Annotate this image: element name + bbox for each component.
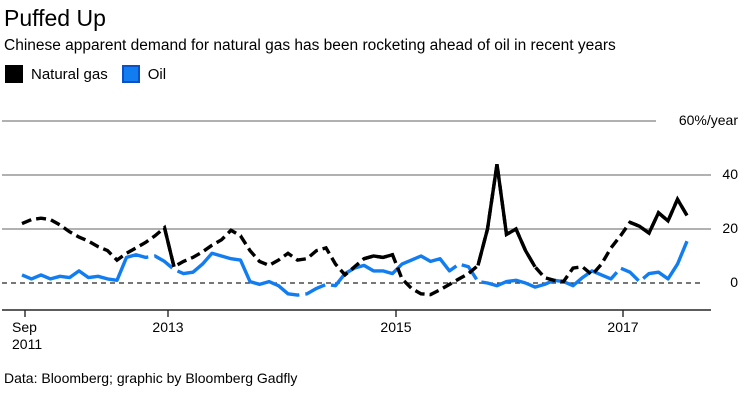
oil-swatch-icon — [121, 65, 140, 83]
x-axis-label: 2017 — [607, 319, 639, 335]
natural-gas-line — [21, 163, 689, 297]
natural-gas-line-solid-segment — [629, 195, 689, 236]
y-axis-label: 20 — [722, 220, 738, 236]
legend-item-oil: Oil — [121, 65, 167, 83]
natural-gas-line-solid-segment — [476, 163, 537, 268]
x-axis-label: 2013 — [152, 319, 184, 335]
natural-gas-line-solid-segment — [162, 227, 176, 268]
x-axis-label: Sep 2011 — [12, 319, 43, 352]
chart-legend: Natural gas Oil — [5, 65, 180, 83]
natural-gas-swatch-icon — [5, 65, 23, 83]
legend-label-oil: Oil — [147, 65, 167, 83]
chart-subtitle: Chinese apparent demand for natural gas … — [4, 37, 616, 54]
legend-label-natural-gas: Natural gas — [31, 65, 108, 83]
natural-gas-line-solid-segment — [363, 253, 393, 261]
x-axis-label: 2015 — [380, 319, 412, 335]
y-axis-label: 40 — [722, 166, 738, 182]
source-note: Data: Bloomberg; graphic by Bloomberg Ga… — [4, 370, 298, 386]
y-axis-label: 0 — [730, 274, 738, 290]
y-axis-label: 60%/year — [678, 112, 738, 128]
legend-item-natural-gas: Natural gas — [5, 65, 108, 83]
page-title: Puffed Up — [4, 5, 106, 31]
